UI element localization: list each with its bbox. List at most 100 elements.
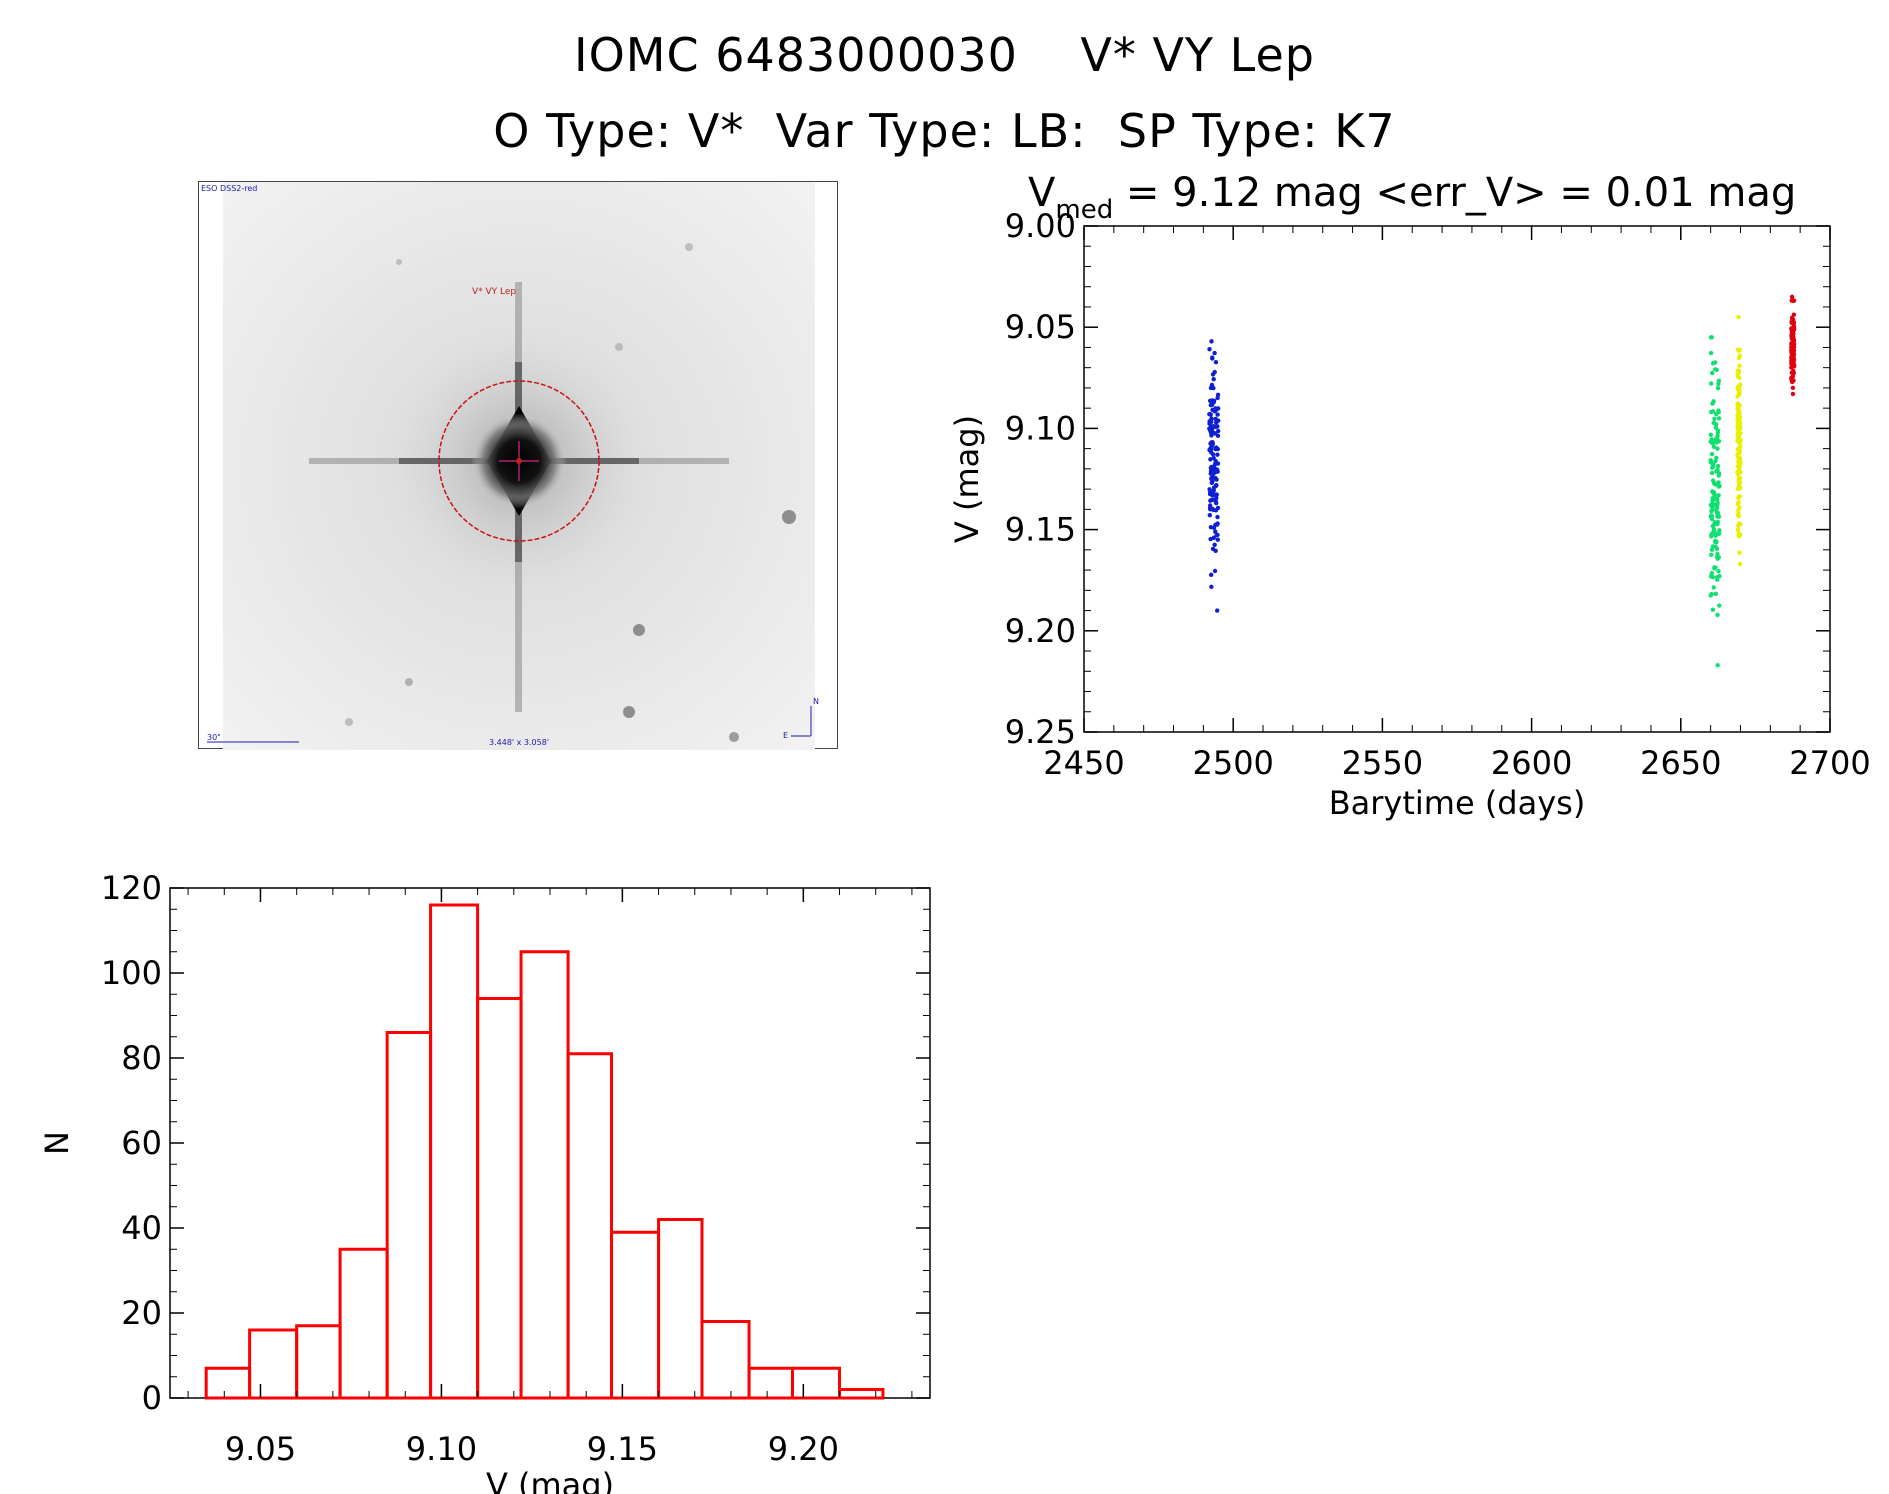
data-point [1737, 561, 1743, 567]
data-point [1789, 315, 1795, 321]
histogram-bar [519, 950, 570, 1400]
data-point [1711, 399, 1716, 404]
y-tick-label: 9.20 [1005, 612, 1076, 650]
target-marker [516, 458, 522, 464]
data-point [1709, 409, 1714, 415]
data-point [1737, 416, 1742, 422]
y-tick-label: 9.05 [1005, 308, 1076, 346]
data-point [1715, 433, 1720, 438]
series-red [1789, 294, 1797, 397]
x-tick-label: 2700 [1789, 744, 1870, 782]
data-point [1709, 438, 1714, 443]
data-point [1215, 452, 1220, 457]
data-point [1211, 535, 1217, 540]
series-blue [1207, 339, 1221, 613]
data-point [1791, 312, 1797, 317]
data-point [1737, 363, 1742, 368]
data-point [1791, 324, 1797, 330]
data-point [1213, 508, 1219, 513]
data-point [1790, 385, 1796, 391]
y-axis-label: V (mag) [948, 415, 986, 543]
histogram-bar [657, 1218, 704, 1400]
data-point [1209, 477, 1214, 482]
data-point [1716, 381, 1721, 387]
data-point [1209, 416, 1214, 421]
data-point [1717, 528, 1722, 533]
series-green [1708, 335, 1722, 668]
data-point [1714, 469, 1719, 474]
data-point [1713, 544, 1718, 549]
y-tick-label: 9.25 [1005, 713, 1076, 751]
histogram-bar [476, 997, 523, 1400]
data-point [1710, 370, 1715, 376]
data-point [1737, 494, 1743, 499]
data-point [1209, 466, 1214, 471]
data-point [1709, 571, 1715, 576]
field-star [633, 624, 645, 636]
data-point [1208, 572, 1214, 578]
y-tick-label: 20 [121, 1294, 162, 1332]
data-point [1215, 433, 1221, 439]
data-point [1214, 418, 1219, 423]
data-point [1736, 314, 1741, 320]
data-point [1214, 608, 1220, 613]
scale-label: 30" [207, 733, 221, 742]
data-point [1210, 493, 1215, 498]
data-point [1709, 470, 1715, 476]
data-point [1790, 341, 1796, 346]
data-point [1716, 568, 1721, 574]
histogram-bar [747, 1366, 794, 1400]
data-point [1735, 385, 1740, 390]
data-point [1790, 379, 1795, 385]
data-point [1711, 444, 1717, 449]
fov-label: 3.448' x 3.058' [489, 738, 549, 747]
aperture-circle [438, 380, 600, 542]
survey-label: ESO DSS2-red [201, 184, 257, 193]
histogram-bar [338, 1247, 389, 1400]
data-point [1713, 538, 1718, 544]
data-point [1709, 451, 1715, 457]
data-point [1207, 503, 1213, 508]
x-axis-label: Barytime (days) [1329, 784, 1586, 822]
data-point [1710, 530, 1715, 536]
data-point [1738, 532, 1743, 537]
data-point [1737, 347, 1743, 353]
data-point [1208, 445, 1213, 451]
y-tick-label: 100 [101, 954, 162, 992]
data-point [1736, 478, 1742, 484]
compass-n-label: N [813, 697, 819, 706]
data-point [1737, 461, 1743, 466]
data-point [1210, 372, 1216, 377]
data-point [1715, 385, 1721, 391]
x-tick-label: 2450 [1043, 744, 1124, 782]
data-point [1215, 514, 1220, 520]
data-point [1709, 552, 1714, 558]
series-yellow [1735, 314, 1743, 567]
histogram-bar [838, 1388, 885, 1400]
data-point [1736, 370, 1742, 375]
data-point [1212, 542, 1217, 547]
data-point [1791, 349, 1796, 355]
data-point [1708, 335, 1714, 340]
data-point [1710, 462, 1716, 467]
data-point [1736, 511, 1741, 516]
data-point [1716, 408, 1721, 413]
data-point [1713, 533, 1718, 538]
data-point [1716, 416, 1722, 421]
histogram-bar [429, 903, 480, 1400]
data-point [1209, 339, 1214, 344]
compass-e-label: E [783, 731, 788, 740]
data-point [1735, 434, 1740, 439]
data-point [1714, 422, 1719, 427]
field-star [396, 259, 402, 265]
data-point [1207, 347, 1212, 352]
data-point [1715, 577, 1720, 582]
data-point [1215, 532, 1220, 538]
finder-image: ESO DSS2-red V* VY Lep 30" 3.448' x 3.05… [198, 181, 838, 750]
data-point [1208, 385, 1214, 391]
data-point [1736, 455, 1741, 460]
data-point [1791, 335, 1796, 340]
data-point [1712, 416, 1717, 421]
field-star [685, 243, 693, 251]
data-point [1214, 477, 1219, 482]
